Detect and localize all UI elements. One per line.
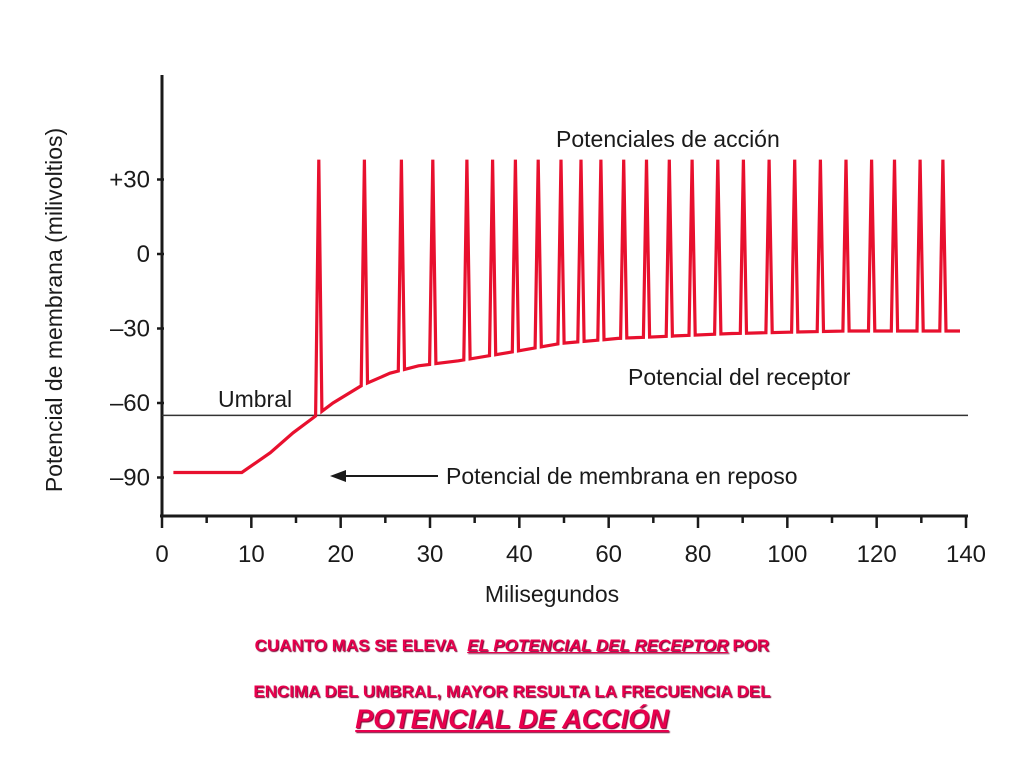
- y-tick-label: +30: [109, 167, 150, 194]
- caption-line-1-part-3: POR: [732, 636, 770, 655]
- y-axis-title: Potencial de membrana (milivoltios): [41, 128, 67, 492]
- resting-potential-arrow: [330, 470, 438, 482]
- x-tick-label: 10: [238, 541, 265, 568]
- resting-potential-label: Potencial de membrana en reposo: [446, 463, 798, 489]
- x-tick-label: 20: [327, 541, 354, 568]
- action-potential-chart: +30 0 –30 –60 –90 0 10 20 30 40 60 80 100 120 140 Pot…: [41, 75, 986, 607]
- threshold-label: Umbral: [218, 386, 292, 412]
- caption-line-2: ENCIMA DEL UMBRAL, MAYOR RESULTA LA FREC…: [253, 682, 771, 701]
- caption-line-1: CUANTO MAS SE ELEVA EL POTENCIAL DEL RECE…: [0, 636, 1024, 656]
- x-tick-label: 60: [595, 541, 622, 568]
- x-tick-label: 30: [417, 541, 444, 568]
- x-tick-label: 140: [946, 541, 986, 568]
- x-tick-label: 120: [857, 541, 897, 568]
- x-tick-label: 80: [685, 541, 712, 568]
- action-potentials-label: Potenciales de acción: [556, 126, 780, 152]
- caption-line-1-part-1: CUANTO MAS SE ELEVA: [254, 636, 458, 655]
- y-tick-label: 0: [137, 241, 150, 268]
- x-axis-title: Milisegundos: [485, 581, 619, 607]
- caption-line-1-emphasis: EL POTENCIAL DEL RECEPTOR: [467, 636, 729, 655]
- y-ticks: +30 0 –30 –60 –90: [109, 167, 164, 492]
- y-tick-label: –90: [110, 465, 150, 492]
- x-tick-label: 100: [767, 541, 807, 568]
- x-tick-label: 40: [506, 541, 533, 568]
- caption-line-3: POTENCIAL DE ACCIÓN: [355, 704, 669, 734]
- y-tick-label: –60: [110, 390, 150, 417]
- x-tick-label: 0: [155, 541, 168, 568]
- receptor-potential-label: Potencial del receptor: [628, 364, 851, 390]
- x-ticks: 0 10 20 30 40 60 80 100 120 140: [155, 516, 986, 568]
- membrane-potential-trace: [173, 159, 960, 475]
- y-tick-label: –30: [110, 316, 150, 343]
